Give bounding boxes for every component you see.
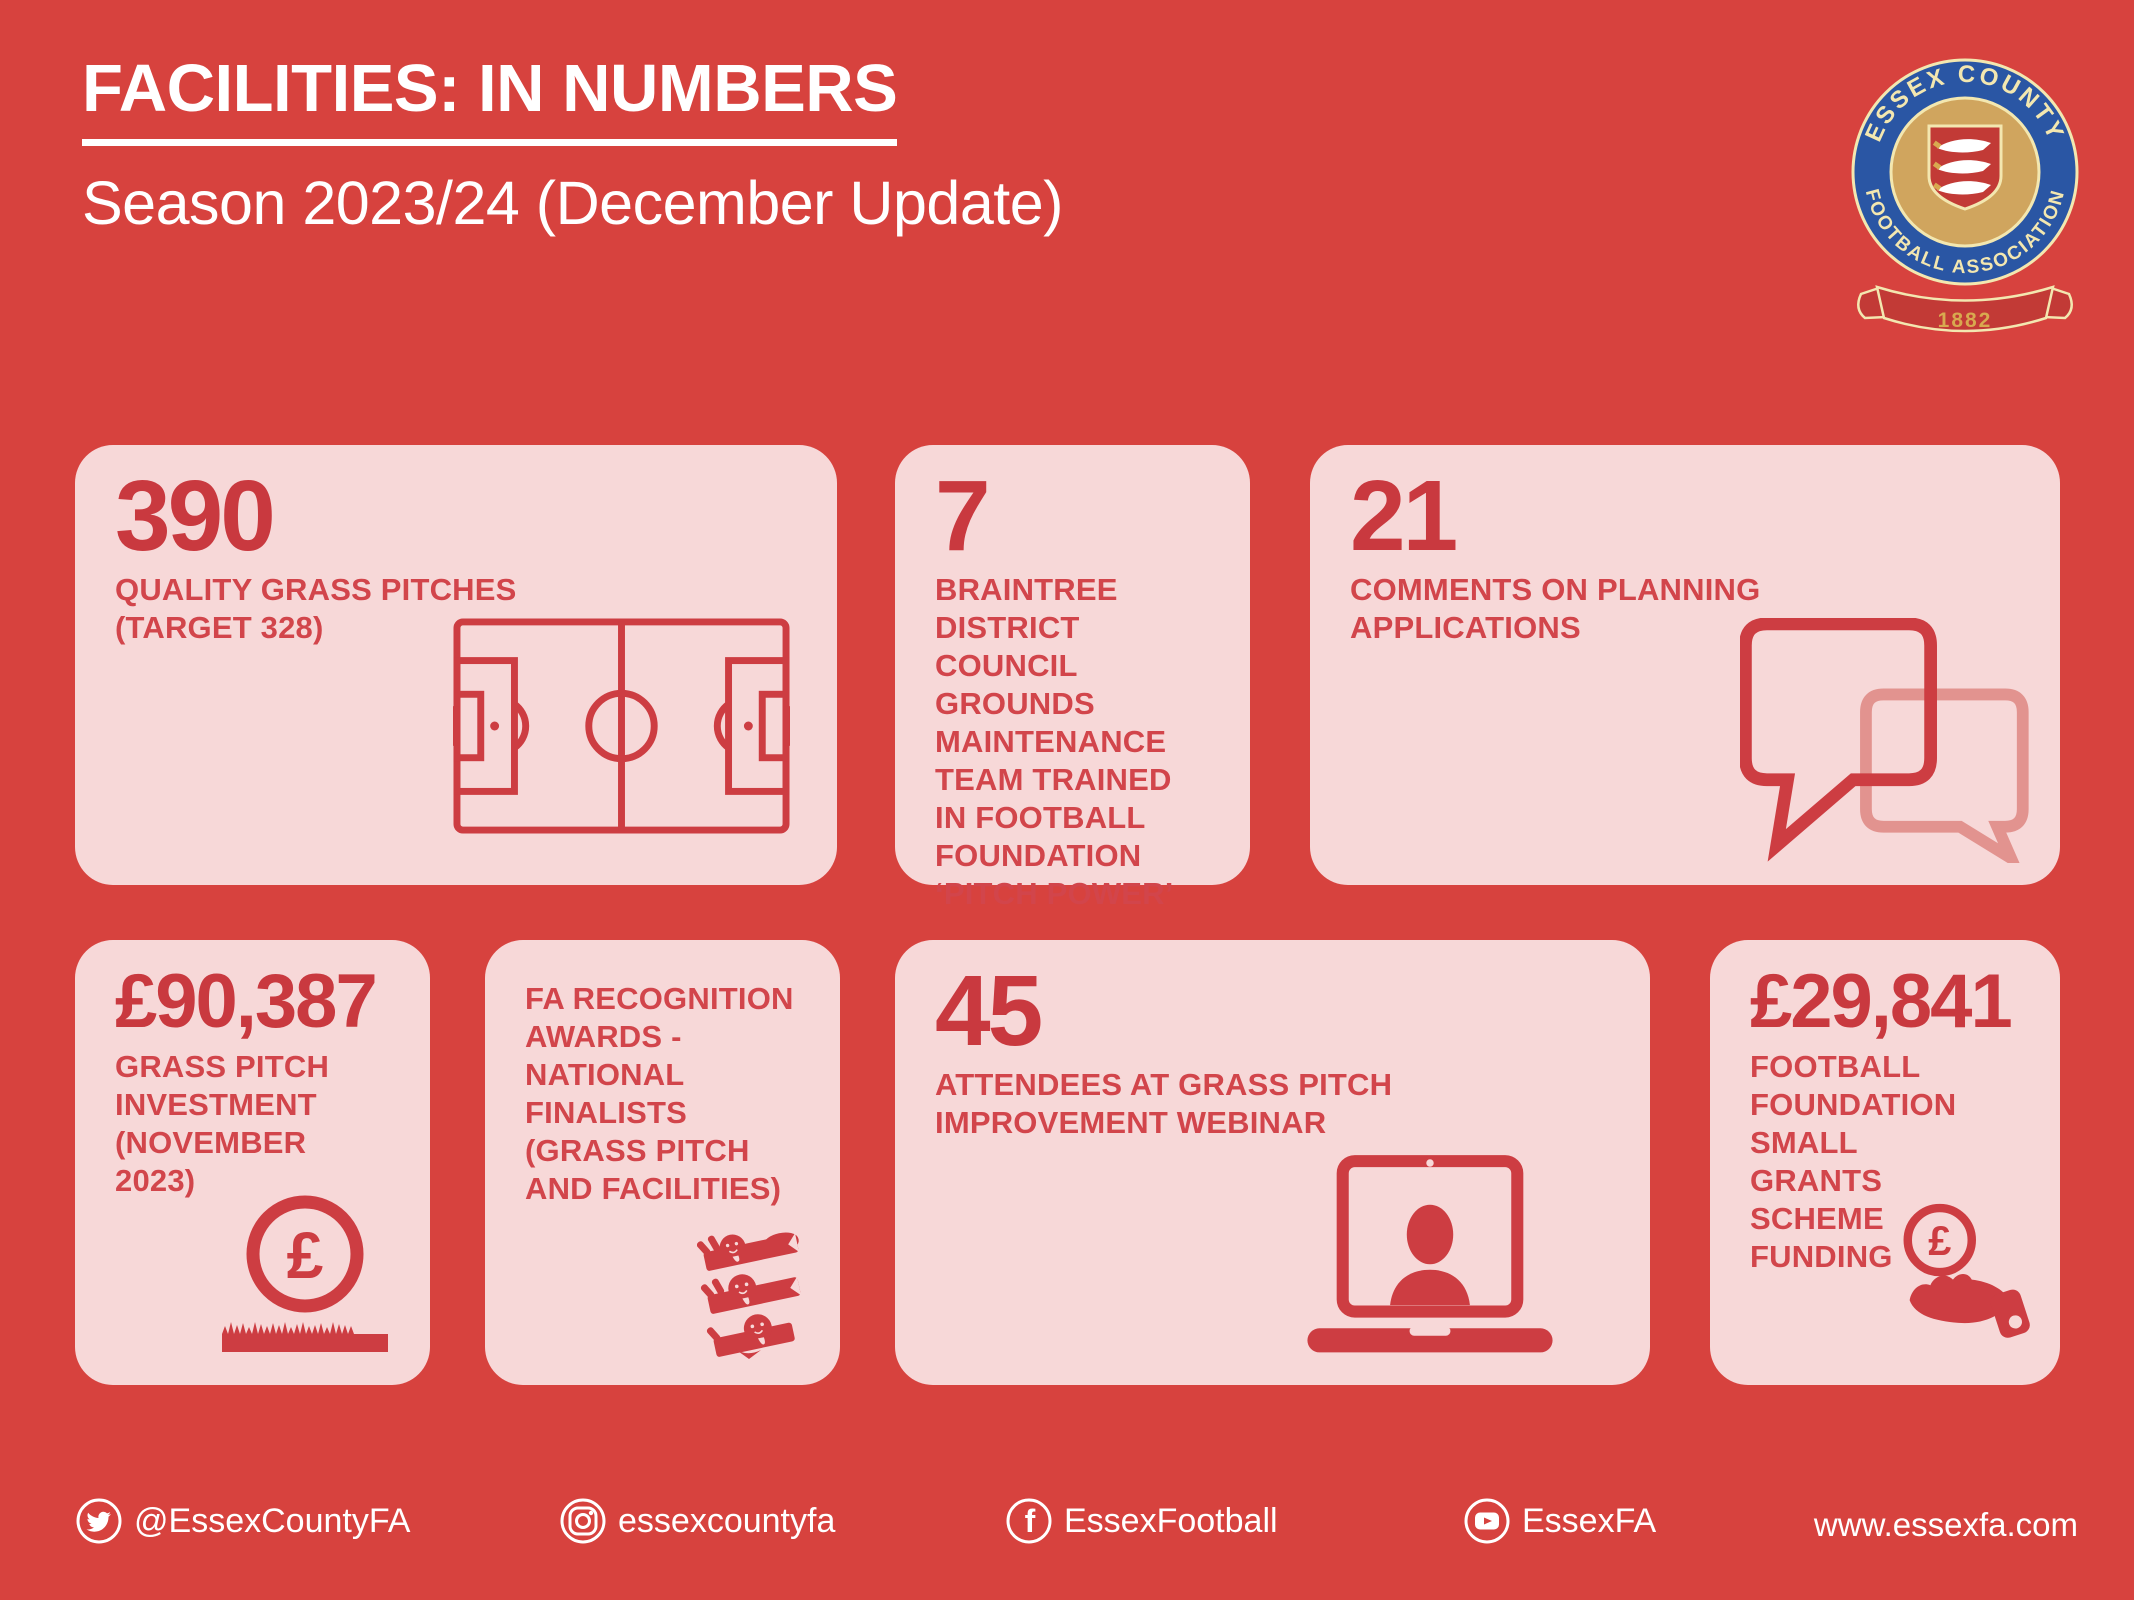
- facebook-icon: f: [1006, 1498, 1052, 1544]
- page-subtitle: Season 2023/24 (December Update): [82, 169, 1063, 237]
- facebook-letter: f: [1025, 1503, 1036, 1539]
- stat-value: 390: [115, 460, 276, 572]
- social-youtube: EssexFA: [1464, 1498, 1656, 1544]
- stat-value: £90,387: [115, 959, 378, 1044]
- pound-coin-grass-icon: £: [222, 1195, 388, 1352]
- instagram-handle: essexcountyfa: [618, 1501, 836, 1540]
- essex-shield-icon: [1927, 124, 2003, 211]
- stat-label: BRAINTREE DISTRICT COUNCIL GROUNDS MAINT…: [935, 572, 1174, 911]
- stat-value: 7: [935, 460, 991, 572]
- webinar-laptop-icon: [1307, 1155, 1553, 1353]
- stat-card-fa-recognition-awards: FA RECOGNITION AWARDS - NATIONAL FINALIS…: [485, 940, 840, 1385]
- logo-year: 1882: [1938, 309, 1993, 332]
- stat-label: QUALITY GRASS PITCHES (TARGET 328): [115, 572, 517, 645]
- stat-value: 21: [1350, 460, 1458, 572]
- stat-label: FA RECOGNITION AWARDS - NATIONAL FINALIS…: [525, 981, 794, 1206]
- pound-symbol: £: [1928, 1218, 1951, 1264]
- website-url: www.essexfa.com: [1813, 1506, 2078, 1543]
- stat-card-braintree-pitch-power: 7 BRAINTREE DISTRICT COUNCIL GROUNDS MAI…: [895, 445, 1250, 911]
- stat-card-planning-comments: 21 COMMENTS ON PLANNING APPLICATIONS: [1310, 445, 2060, 885]
- header: FACILITIES: IN NUMBERS Season 2023/24 (D…: [82, 50, 1063, 238]
- stat-value: £29,841: [1750, 959, 2013, 1044]
- twitter-icon: [76, 1498, 122, 1544]
- stat-card-small-grants-funding: £29,841 FOOTBALL FOUNDATION SMALL GRANTS…: [1710, 940, 2060, 1385]
- youtube-handle: EssexFA: [1522, 1501, 1657, 1540]
- pound-symbol: £: [287, 1218, 324, 1292]
- instagram-icon: [560, 1498, 606, 1544]
- twitter-handle: @EssexCountyFA: [134, 1501, 411, 1540]
- social-instagram: essexcountyfa: [560, 1498, 835, 1544]
- stat-label: GRASS PITCH INVESTMENT (NOVEMBER 2023): [115, 1048, 330, 1198]
- stat-card-webinar-attendees: 45 ATTENDEES AT GRASS PITCH IMPROVEMENT …: [895, 940, 1650, 1385]
- stat-card-grass-pitch-investment: £90,387 GRASS PITCH INVESTMENT (NOVEMBER…: [75, 940, 430, 1385]
- essex-county-fa-crest-logo: ESSEX COUNTY FOOTBALL ASSOCIATION 1882: [1851, 58, 2079, 333]
- logo-ribbon: 1882: [1857, 285, 2073, 333]
- stat-label: FOOTBALL FOUNDATION SMALL GRANTS SCHEME …: [1750, 1048, 1957, 1274]
- page-title: FACILITIES: IN NUMBERS: [82, 50, 898, 146]
- hand-coin-icon: £: [1903, 1203, 2030, 1338]
- stat-label: ATTENDEES AT GRASS PITCH IMPROVEMENT WEB…: [935, 1067, 1393, 1140]
- three-lions-crest-icon: [697, 1232, 802, 1359]
- social-twitter: @EssexCountyFA: [76, 1498, 410, 1544]
- stat-label: COMMENTS ON PLANNING APPLICATIONS: [1350, 572, 1761, 645]
- facebook-handle: EssexFootball: [1064, 1501, 1278, 1540]
- speech-bubbles-icon: [1740, 618, 2029, 863]
- stat-value: 45: [935, 955, 1043, 1067]
- social-facebook: f EssexFootball: [1006, 1498, 1278, 1544]
- football-pitch-icon: [453, 618, 790, 834]
- youtube-icon: [1464, 1498, 1510, 1544]
- stat-card-quality-grass-pitches: 390 QUALITY GRASS PITCHES (TARGET 328): [75, 445, 837, 885]
